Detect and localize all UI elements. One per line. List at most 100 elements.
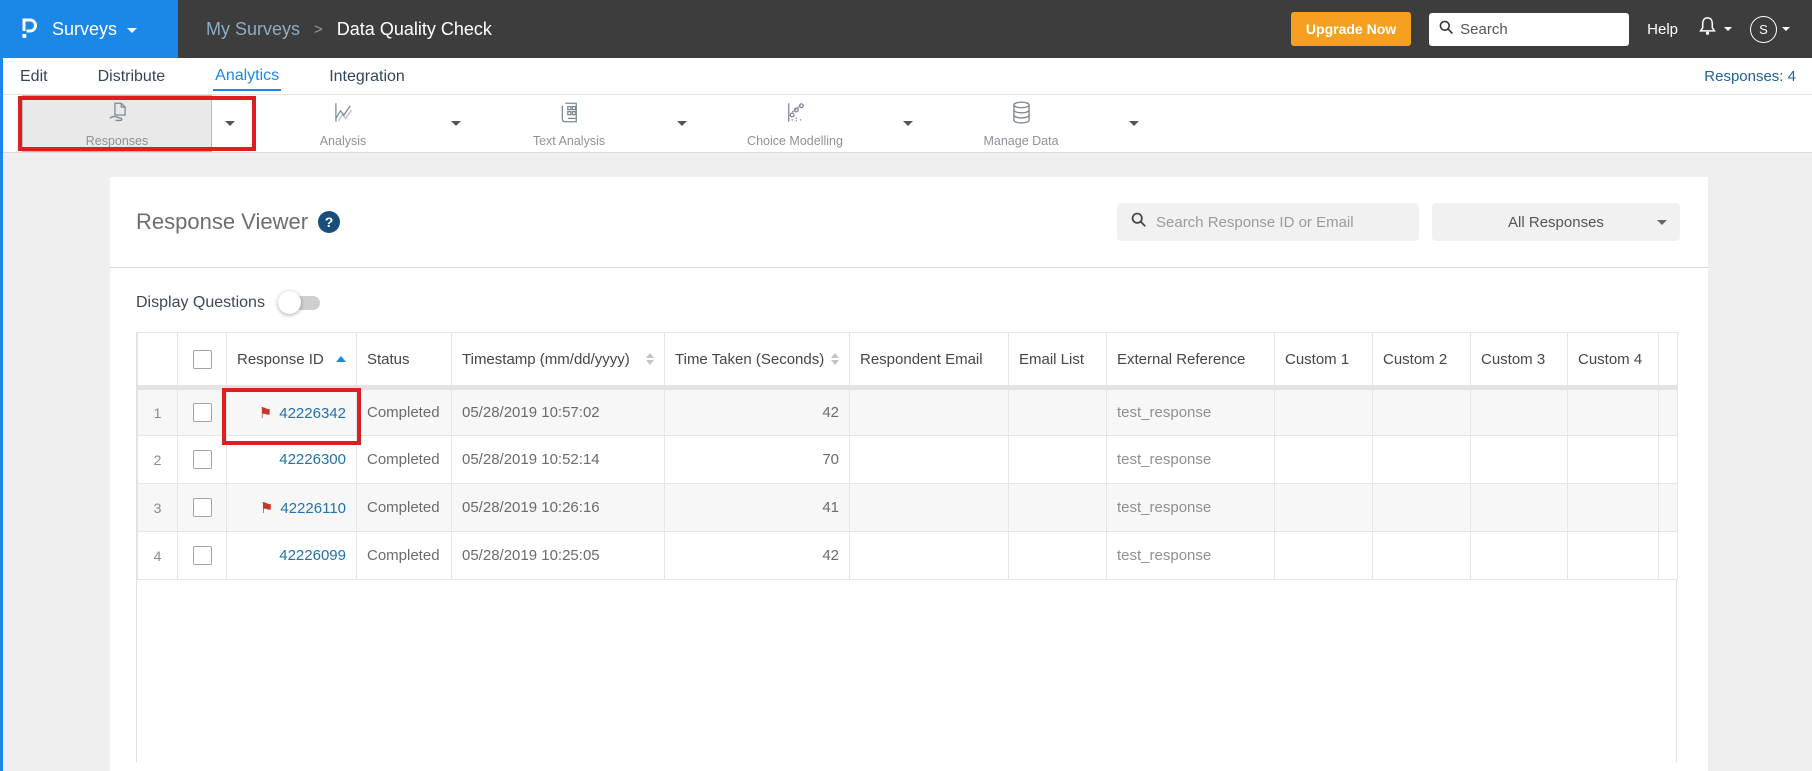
- cell-status: Completed: [356, 387, 452, 436]
- cell-custom-3: [1470, 531, 1568, 580]
- cell-time-taken: 42: [664, 387, 850, 436]
- responses-dropdown[interactable]: [212, 95, 248, 152]
- analysis-button[interactable]: Analysis: [248, 95, 438, 152]
- manage-data-icon: [1008, 99, 1035, 131]
- responses-count: Responses: 4: [1704, 67, 1796, 85]
- toolbar-label: Choice Modelling: [747, 134, 843, 148]
- responses-button[interactable]: Responses: [22, 95, 212, 152]
- row-checkbox-cell: [177, 387, 227, 436]
- col-spacer: [1658, 332, 1678, 390]
- col-external-reference: External Reference: [1106, 332, 1275, 390]
- flag-icon: ⚑: [259, 499, 274, 517]
- col-respondent-email: Respondent Email: [849, 332, 1009, 390]
- toolbar-label: Text Analysis: [532, 134, 606, 148]
- toolbar-group-analysis: Analysis: [248, 95, 474, 152]
- cell-status: Completed: [356, 483, 452, 532]
- cell-timestamp: 05/28/2019 10:25:05: [451, 531, 665, 580]
- breadcrumb-separator: >: [314, 20, 323, 38]
- col-time-taken[interactable]: Time Taken (Seconds): [664, 332, 850, 390]
- cell-external-reference: test_response: [1106, 483, 1275, 532]
- cell-time-taken: 41: [664, 483, 850, 532]
- response-id-cell: 42226099: [226, 531, 357, 580]
- table-row: 2 42226300 Completed 05/28/2019 10:52:14 70 t…: [137, 435, 1678, 484]
- chevron-down-icon: [1129, 121, 1139, 126]
- cell-email-list: [1008, 531, 1107, 580]
- row-checkbox[interactable]: [192, 498, 212, 517]
- manage-data-dropdown[interactable]: [1116, 95, 1152, 152]
- analysis-dropdown[interactable]: [438, 95, 474, 152]
- cell-respondent-email: [849, 531, 1009, 580]
- panel-header: Response Viewer ? All Responses: [110, 177, 1708, 268]
- survey-nav: Edit Distribute Analytics Integration Re…: [0, 58, 1812, 95]
- toolbar-group-responses: Responses: [22, 95, 248, 152]
- text-analysis-dropdown[interactable]: [664, 95, 700, 152]
- global-search-input[interactable]: [1460, 20, 1611, 38]
- product-menu[interactable]: Surveys: [0, 0, 178, 58]
- analytics-toolbar: Responses Analysis Text Analysis Choice …: [0, 95, 1812, 153]
- question-circle-icon[interactable]: ?: [318, 211, 341, 233]
- tab-integration[interactable]: Integration: [329, 68, 405, 85]
- chevron-down-icon: [1724, 27, 1732, 31]
- select-all-checkbox[interactable]: [192, 349, 212, 369]
- chevron-down-icon: [225, 121, 235, 126]
- display-questions-toggle[interactable]: [277, 291, 320, 314]
- text-analysis-button[interactable]: Text Analysis: [474, 95, 664, 152]
- row-checkbox-cell: [177, 531, 227, 580]
- cell-custom-2: [1372, 531, 1471, 580]
- analysis-icon: [330, 99, 357, 131]
- help-link[interactable]: Help: [1647, 20, 1678, 38]
- row-checkbox[interactable]: [192, 450, 212, 469]
- questionpro-logo-icon: [14, 13, 42, 46]
- col-timestamp[interactable]: Timestamp (mm/dd/yyyy): [451, 332, 665, 390]
- cell-custom-4: [1567, 387, 1659, 436]
- cell-custom-3: [1470, 483, 1568, 532]
- row-number: 4: [137, 531, 178, 580]
- col-custom-3: Custom 3: [1470, 332, 1568, 390]
- global-search[interactable]: [1429, 12, 1630, 46]
- toolbar-label: Manage Data: [983, 134, 1059, 148]
- breadcrumb-current: Data Quality Check: [336, 18, 492, 39]
- upgrade-now-button[interactable]: Upgrade Now: [1290, 12, 1412, 46]
- row-checkbox[interactable]: [192, 403, 212, 422]
- response-id-link[interactable]: 42226099: [279, 547, 346, 564]
- chevron-down-icon: [1657, 219, 1667, 225]
- tab-analytics[interactable]: Analytics: [213, 61, 282, 91]
- tab-edit[interactable]: Edit: [20, 68, 48, 85]
- cell-custom-4: [1567, 531, 1659, 580]
- response-search-input[interactable]: [1156, 213, 1406, 231]
- manage-data-button[interactable]: Manage Data: [926, 95, 1116, 152]
- cell-spacer: [1658, 435, 1678, 484]
- page-content: Response Viewer ? All Responses Display …: [0, 153, 1812, 771]
- responses-filter-dropdown[interactable]: All Responses: [1432, 203, 1680, 241]
- cell-email-list: [1008, 483, 1107, 532]
- col-email-list: Email List: [1008, 332, 1107, 390]
- breadcrumb-my-surveys[interactable]: My Surveys: [206, 18, 301, 39]
- cell-external-reference: test_response: [1106, 435, 1275, 484]
- response-id-link[interactable]: 42226300: [279, 451, 346, 468]
- choice-modelling-button[interactable]: Choice Modelling: [700, 95, 890, 152]
- toolbar-group-choice-modelling: Choice Modelling: [700, 95, 926, 152]
- choice-modelling-dropdown[interactable]: [890, 95, 926, 152]
- chevron-down-icon: [903, 121, 913, 126]
- cell-spacer: [1658, 387, 1678, 436]
- chevron-down-icon: [127, 27, 138, 33]
- window-left-edge: [0, 0, 3, 771]
- response-id-link[interactable]: 42226110: [280, 499, 346, 517]
- chevron-down-icon: [677, 121, 687, 126]
- notifications-menu[interactable]: [1696, 15, 1732, 43]
- response-id-link[interactable]: 42226342: [279, 404, 346, 422]
- row-number: 1: [137, 387, 178, 436]
- flag-icon: ⚑: [258, 404, 273, 422]
- cell-time-taken: 70: [664, 435, 850, 484]
- response-search[interactable]: [1117, 203, 1419, 241]
- tab-distribute[interactable]: Distribute: [97, 68, 166, 85]
- cell-custom-1: [1274, 483, 1373, 532]
- responses-table-wrap: Response ID Status Timestamp (mm/dd/yyyy…: [136, 332, 1678, 762]
- row-checkbox[interactable]: [192, 546, 212, 565]
- sort-both-icon: [831, 353, 839, 365]
- col-custom-4: Custom 4: [1567, 332, 1659, 390]
- select-all-header: [177, 332, 227, 390]
- col-response-id[interactable]: Response ID: [226, 332, 357, 390]
- toolbar-group-text-analysis: Text Analysis: [474, 95, 700, 152]
- account-menu[interactable]: S: [1750, 15, 1790, 43]
